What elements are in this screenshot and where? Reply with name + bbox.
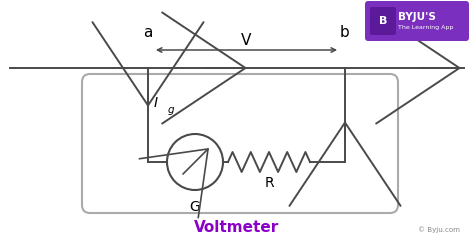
Text: BYJU'S: BYJU'S <box>398 12 436 22</box>
Text: a: a <box>143 25 153 40</box>
FancyBboxPatch shape <box>82 74 398 213</box>
Circle shape <box>167 134 223 190</box>
Text: G: G <box>190 200 201 214</box>
Text: Voltmeter: Voltmeter <box>194 220 280 235</box>
Text: I: I <box>154 96 158 110</box>
FancyBboxPatch shape <box>370 7 396 35</box>
Text: R: R <box>264 176 274 190</box>
Text: b: b <box>340 25 350 40</box>
Text: V: V <box>241 33 252 48</box>
Text: © Byju.com: © Byju.com <box>418 226 460 233</box>
Text: The Learning App: The Learning App <box>398 25 453 30</box>
Text: g: g <box>168 105 174 115</box>
Text: B: B <box>379 16 387 26</box>
FancyBboxPatch shape <box>365 1 469 41</box>
